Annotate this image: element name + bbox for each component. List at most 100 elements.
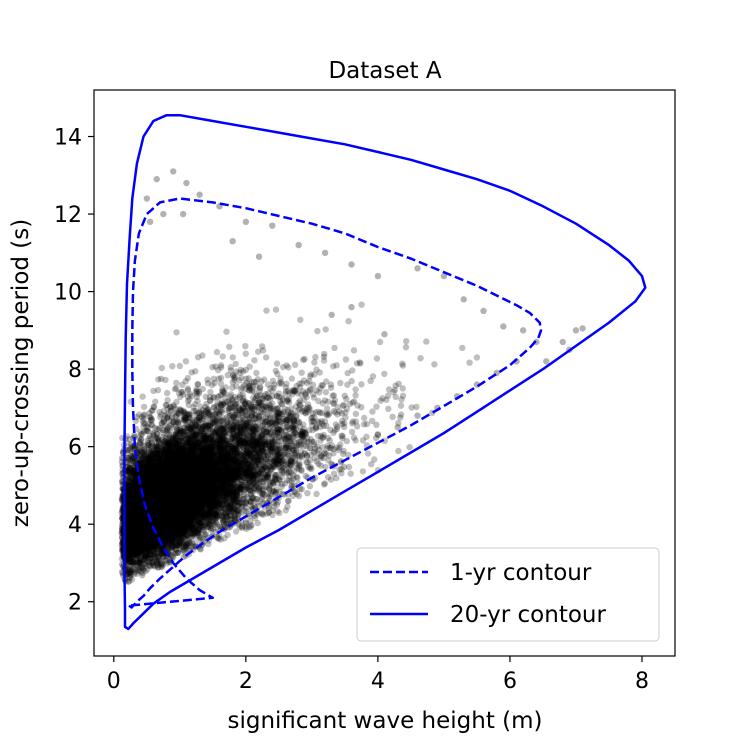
scatter-point [149,498,156,505]
scatter-point [342,356,350,363]
scatter-point [155,509,162,516]
scatter-point [213,348,221,356]
scatter-point [146,494,153,501]
scatter-point [251,415,258,422]
scatter-point [202,485,209,492]
scatter-point [392,382,399,389]
scatter-point [270,481,277,488]
scatter-point [231,500,238,507]
scatter-point [263,307,270,314]
scatter-point [167,448,174,456]
scatter-point [215,458,222,465]
scatter-point [188,471,195,478]
scatter-point [232,474,239,481]
scatter-point [173,379,180,387]
scatter-point [163,518,171,525]
scatter-point [125,538,132,545]
scatter-point [180,505,187,512]
scatter-point [133,484,140,491]
scatter-point [363,420,371,428]
scatter-point [195,450,202,457]
scatter-point [187,476,194,484]
scatter-point [182,476,189,484]
scatter-point [183,503,191,510]
scatter-point [212,490,220,497]
scatter-point [175,488,182,496]
scatter-point [187,480,195,488]
scatter-point [431,361,438,368]
scatter-point [190,462,198,469]
scatter-point [274,409,281,416]
scatter-point [289,459,296,466]
scatter-point [192,516,199,523]
scatter-point [130,502,137,509]
scatter-point [223,510,230,518]
scatter-point [158,364,165,372]
scatter-point [177,449,184,456]
scatter-point [185,512,193,520]
scatter-point [163,501,171,508]
scatter-point [187,426,194,433]
scatter-point [306,483,314,490]
scatter-point [216,438,223,446]
scatter-point [253,369,260,377]
scatter-point [134,484,141,491]
scatter-point [161,496,169,503]
scatter-point [199,485,207,492]
scatter-point [150,504,157,512]
scatter-point [234,431,241,438]
scatter-point [146,484,153,492]
scatter-point [139,472,146,479]
scatter-point [131,475,139,482]
scatter-point [267,490,274,498]
scatter-point [259,432,266,439]
scatter-point [156,463,163,471]
scatter-point [184,526,192,533]
scatter-point [256,440,263,447]
scatter-point [170,514,177,521]
scatter-point [156,477,164,484]
scatter-point [213,439,220,446]
scatter-point [229,354,236,361]
scatter-point [140,403,148,411]
scatter-point [262,418,270,426]
scatter-point [331,344,338,352]
scatter-point [162,502,169,509]
scatter-point [242,350,249,357]
scatter-point [165,446,172,453]
scatter-point [155,490,162,497]
scatter-point [150,517,157,525]
scatter-point [211,520,218,528]
scatter-point [140,509,148,517]
scatter-point [237,427,245,434]
scatter-point [251,357,258,364]
scatter-point [180,511,187,518]
scatter-point [321,450,328,457]
scatter-point [224,473,231,480]
scatter-point [278,458,286,465]
scatter-point [322,326,329,333]
scatter-point [352,386,359,393]
scatter-point [155,498,162,505]
scatter-point [194,397,201,405]
scatter-point [126,535,134,543]
scatter-point [153,471,160,478]
scatter-point [212,487,220,494]
scatter-point [352,392,359,399]
scatter-point [395,447,402,455]
scatter-point [385,405,392,412]
scatter-point [185,531,192,539]
scatter-point [162,525,170,532]
scatter-point [180,489,187,496]
scatter-point [373,403,380,410]
scatter-point [159,490,167,497]
scatter-point [129,509,136,516]
scatter-point [162,499,170,507]
scatter-point [192,368,199,375]
scatter-point [261,470,268,478]
scatter-point [143,524,150,531]
scatter-point [247,424,254,432]
scatter-point [177,462,184,469]
scatter-point [125,523,132,530]
